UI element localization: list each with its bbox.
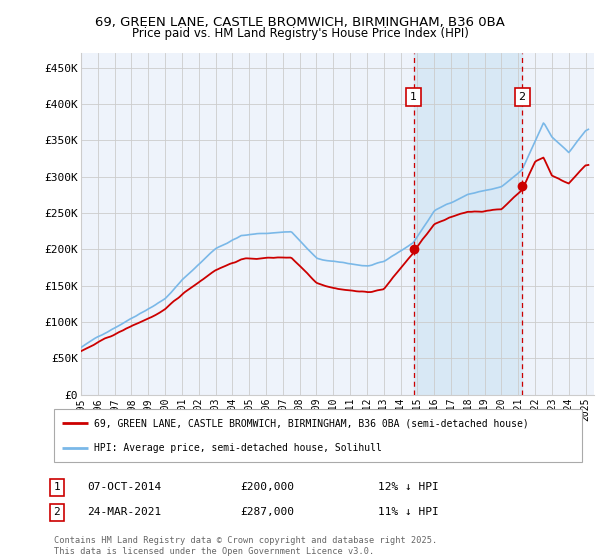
Text: 07-OCT-2014: 07-OCT-2014 [87, 482, 161, 492]
Text: Contains HM Land Registry data © Crown copyright and database right 2025.
This d: Contains HM Land Registry data © Crown c… [54, 536, 437, 556]
Bar [413, 53, 522, 395]
Text: 1: 1 [410, 92, 417, 102]
Text: Price paid vs. HM Land Registry's House Price Index (HPI): Price paid vs. HM Land Registry's House … [131, 27, 469, 40]
Text: 2: 2 [53, 507, 61, 517]
Text: 69, GREEN LANE, CASTLE BROMWICH, BIRMINGHAM, B36 0BA: 69, GREEN LANE, CASTLE BROMWICH, BIRMING… [95, 16, 505, 29]
Text: HPI: Average price, semi-detached house, Solihull: HPI: Average price, semi-detached house,… [94, 442, 382, 452]
Text: 69, GREEN LANE, CASTLE BROMWICH, BIRMINGHAM, B36 0BA (semi-detached house): 69, GREEN LANE, CASTLE BROMWICH, BIRMING… [94, 418, 529, 428]
Text: £200,000: £200,000 [240, 482, 294, 492]
Text: 12% ↓ HPI: 12% ↓ HPI [378, 482, 439, 492]
Text: £287,000: £287,000 [240, 507, 294, 517]
Text: 2: 2 [518, 92, 526, 102]
Text: 11% ↓ HPI: 11% ↓ HPI [378, 507, 439, 517]
FancyBboxPatch shape [54, 409, 582, 462]
Text: 24-MAR-2021: 24-MAR-2021 [87, 507, 161, 517]
Text: 1: 1 [53, 482, 61, 492]
